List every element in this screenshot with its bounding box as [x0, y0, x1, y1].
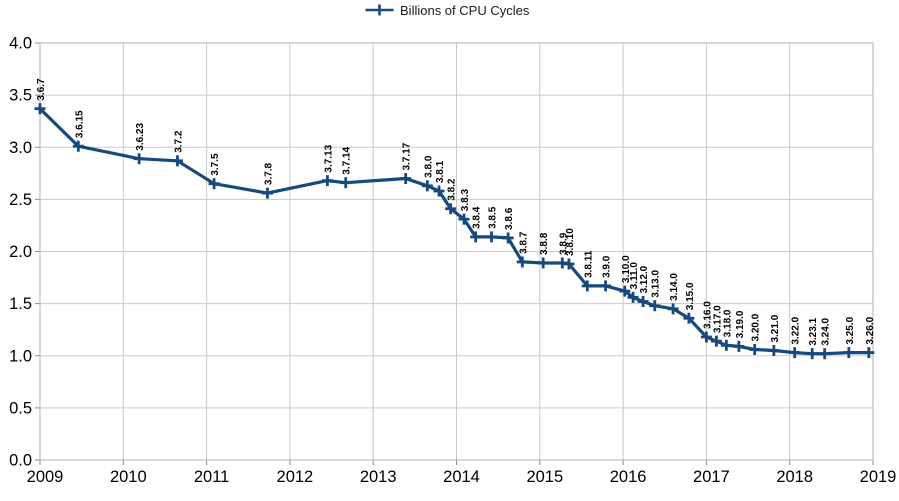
y-axis-tick-label: 2.5 [9, 191, 32, 209]
x-axis-tick-label: 2014 [443, 468, 480, 486]
data-point-label: 3.12.0 [639, 265, 650, 293]
y-axis-tick-label: 2.0 [9, 243, 32, 261]
data-point-label: 3.8.6 [504, 207, 515, 230]
plot-area-border [39, 42, 874, 461]
data-point-label: 3.8.9 [558, 232, 569, 255]
x-axis-tick-label: 2018 [776, 468, 813, 486]
data-point-label: 3.7.5 [210, 153, 221, 176]
legend-line-marker-icon [365, 4, 394, 16]
data-point-label: 3.15.0 [685, 282, 696, 310]
data-point-label: 3.7.2 [173, 130, 184, 153]
data-point-label: 3.6.15 [74, 110, 85, 138]
data-point-label: 3.8.5 [487, 206, 498, 229]
data-point-label: 3.24.0 [821, 317, 832, 345]
data-point-label: 3.22.0 [791, 316, 802, 344]
x-axis-tick-label: 2010 [110, 468, 147, 486]
x-axis-tick-label: 2019 [860, 468, 897, 486]
x-axis-tick-label: 2012 [277, 468, 314, 486]
data-point-label: 3.19.0 [735, 310, 746, 338]
data-point-label: 3.9.0 [602, 255, 613, 278]
data-point-label: 3.6.7 [36, 78, 47, 101]
data-point-label: 3.14.0 [669, 273, 680, 301]
data-point-label: 3.26.0 [865, 316, 876, 344]
y-axis-tick-label: 1.5 [9, 295, 32, 313]
data-point-label: 3.8.11 [583, 250, 594, 278]
data-point-label: 3.8.0 [423, 155, 434, 178]
data-point-label: 3.8.3 [460, 189, 471, 212]
x-axis-tick-label: 2015 [526, 468, 563, 486]
y-axis-tick-label: 1.0 [9, 347, 32, 365]
data-point-label: 3.18.0 [722, 309, 733, 337]
data-point-label: 3.8.4 [472, 206, 483, 229]
y-axis-tick-label: 4.0 [9, 35, 32, 53]
x-axis-tick-label: 2016 [610, 468, 647, 486]
x-axis-tick-label: 2017 [693, 468, 730, 486]
data-point-label: 3.20.0 [751, 313, 762, 341]
legend-series-label: Billions of CPU Cycles [400, 2, 530, 18]
data-point-label: 3.7.14 [342, 146, 353, 174]
data-point-label: 3.8.1 [435, 160, 446, 183]
data-point-label: 3.11.0 [629, 262, 640, 290]
data-point-label: 3.7.13 [323, 144, 334, 172]
x-axis-tick-label: 2009 [27, 468, 64, 486]
data-point-label: 3.21.0 [770, 314, 781, 342]
x-axis-tick-label: 2011 [194, 468, 229, 486]
x-axis-tick-label: 2013 [360, 468, 397, 486]
data-point-label: 3.13.0 [651, 269, 662, 297]
data-point-label: 3.6.23 [135, 122, 146, 150]
data-point-label: 3.17.0 [712, 305, 723, 333]
data-point-label: 3.25.0 [845, 316, 856, 344]
y-axis-tick-label: 0.5 [9, 399, 32, 417]
data-point-label: 3.16.0 [702, 301, 713, 329]
data-point-label: 3.23.1 [808, 317, 819, 345]
data-point-label: 3.8.7 [518, 231, 529, 254]
data-point-label: 3.8.2 [447, 178, 458, 201]
data-point-label: 3.7.17 [402, 142, 413, 170]
data-point-label: 3.7.8 [263, 162, 274, 185]
data-point-label: 3.10.0 [621, 255, 632, 283]
y-axis-tick-label: 0.0 [9, 452, 32, 470]
y-axis-tick-label: 3.0 [9, 139, 32, 157]
data-point-label: 3.8.8 [539, 232, 550, 255]
y-axis-tick-label: 3.5 [9, 87, 32, 105]
data-point-label: 3.8.10 [565, 228, 576, 256]
chart-legend: Billions of CPU Cycles [363, 1, 529, 19]
